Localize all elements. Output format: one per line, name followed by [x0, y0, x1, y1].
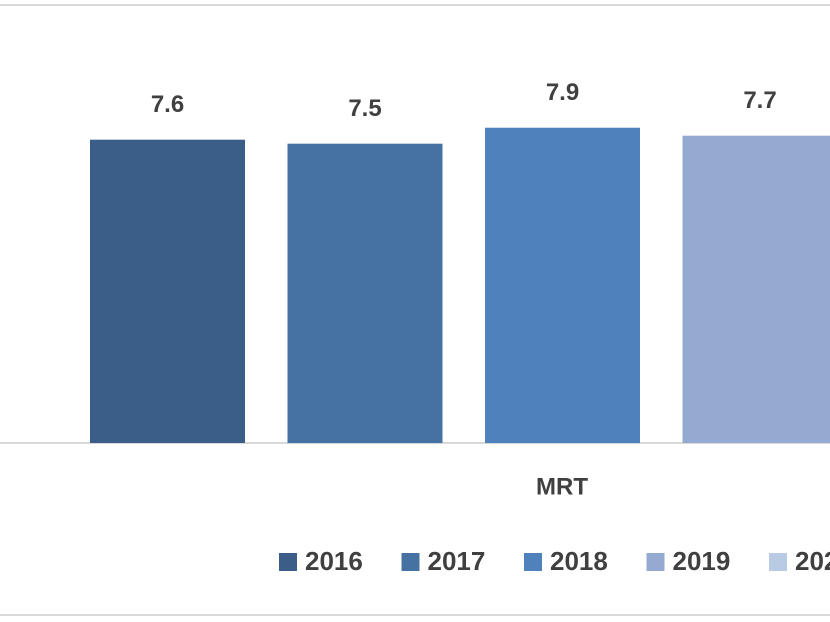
data-label: 7.5	[348, 95, 381, 122]
bar	[485, 127, 640, 443]
legend-label: 2018	[550, 546, 608, 576]
bar	[682, 135, 830, 443]
legend-swatch	[401, 553, 420, 571]
legend-swatch	[646, 553, 665, 571]
legend-label: 2017	[428, 546, 486, 576]
legend-swatch	[524, 553, 542, 571]
data-label: 7.6	[151, 91, 184, 118]
legend-label: 2020	[795, 546, 830, 576]
legend-label: 2016	[305, 546, 363, 576]
legend-swatch	[279, 553, 297, 571]
bar	[287, 143, 443, 443]
x-tick-label: MRT	[536, 473, 588, 500]
legend-label: 2019	[673, 546, 731, 576]
data-label: 7.9	[546, 79, 579, 106]
legend-swatch	[769, 553, 787, 571]
data-label: 7.7	[743, 87, 776, 114]
bar	[90, 139, 245, 443]
